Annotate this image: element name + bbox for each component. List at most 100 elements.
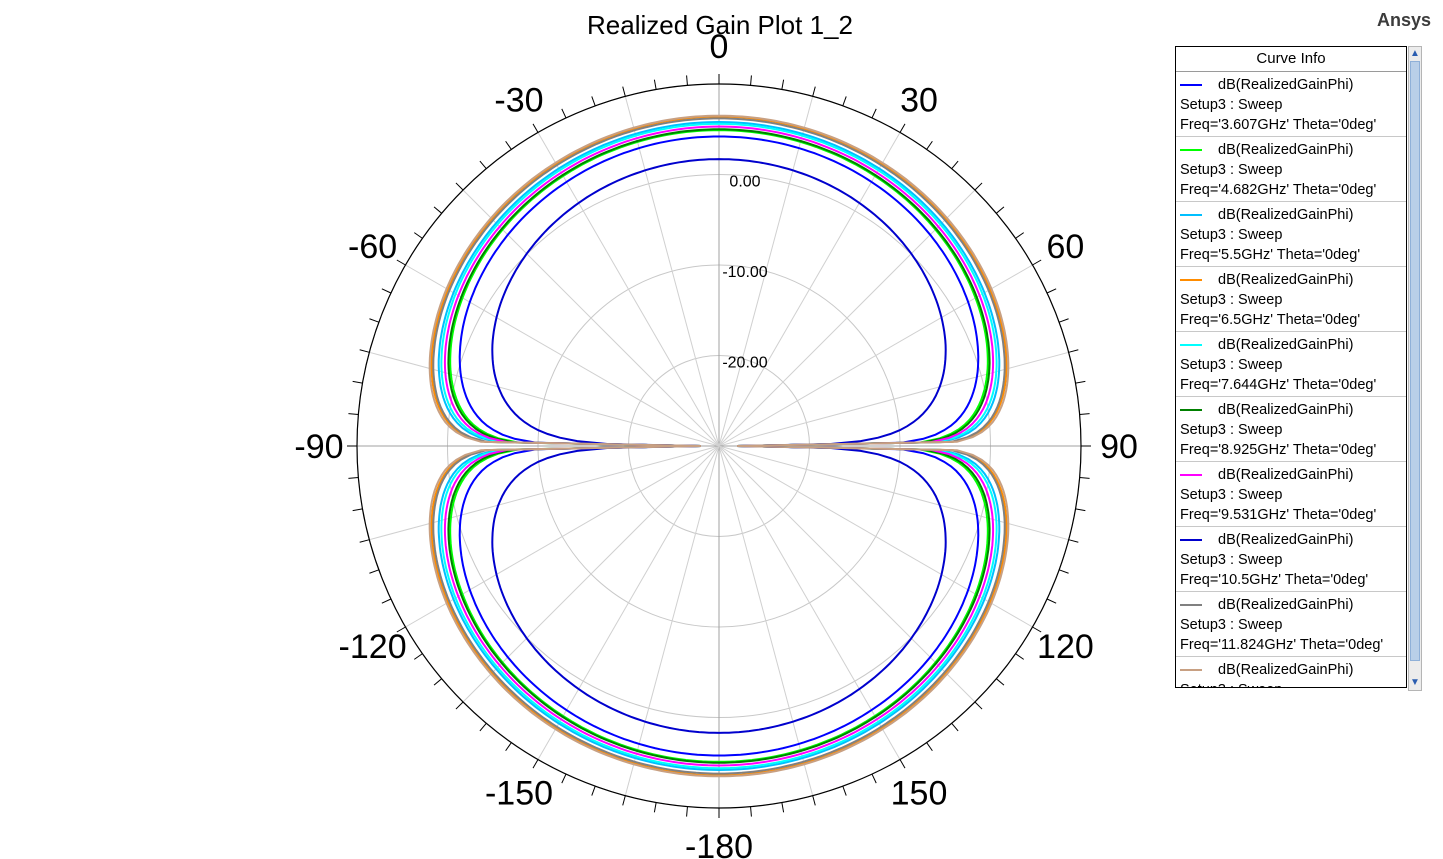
legend-setup: Setup3 : Sweep: [1180, 357, 1283, 373]
radial-label: 0.00: [729, 174, 760, 191]
axis-labels: 0 30 60 90 120 150 -180 -150 -120 -90 -60 -30 0.00 -1…: [294, 28, 1137, 859]
tick-mark: [1015, 232, 1025, 239]
angle-label: -120: [339, 628, 407, 666]
grid-spoke: [462, 445, 720, 703]
tick-mark: [381, 288, 392, 294]
legend-entry-4[interactable]: dB(RealizedGainPhi) Setup3 : Sweep Freq='6…: [1176, 267, 1406, 332]
legend-setup: Setup3 : Sweep: [1180, 97, 1283, 113]
legend-swatch: [1180, 539, 1202, 541]
legend-entry-7[interactable]: dB(RealizedGainPhi) Setup3 : Sweep Freq='9…: [1176, 462, 1406, 527]
tick-mark: [396, 626, 406, 633]
legend-entry-9[interactable]: dB(RealizedGainPhi) Setup3 : Sweep Freq='1…: [1176, 592, 1406, 657]
grid-spoke: [537, 445, 720, 760]
tick-mark: [686, 75, 688, 86]
grid-spoke: [718, 132, 901, 447]
tick-mark: [842, 785, 847, 796]
legend-title: Curve Info: [1176, 47, 1406, 72]
tick-mark: [1058, 318, 1069, 323]
chart-title: Realized Gain Plot 1_2: [587, 10, 853, 40]
tick-mark: [1058, 569, 1069, 574]
legend-series-name: dB(RealizedGainPhi): [1218, 597, 1354, 613]
tick-mark: [1075, 508, 1086, 512]
tick-mark: [974, 701, 983, 710]
tick-mark: [622, 795, 626, 806]
legend-swatch: [1180, 474, 1202, 476]
tick-mark: [1015, 653, 1025, 660]
legend-swatch: [1180, 344, 1202, 346]
legend-entry-header: dB(RealizedGainPhi): [1180, 140, 1406, 160]
tick-mark: [348, 477, 359, 479]
tick-mark: [505, 742, 512, 752]
legend-entry-8[interactable]: dB(RealizedGainPhi) Setup3 : Sweep Freq='1…: [1176, 527, 1406, 592]
tick-mark: [1079, 413, 1090, 415]
polar-chart: 0 30 60 90 120 150 -180 -150 -120 -90 -60 -30 0.00 -1…: [294, 28, 1137, 859]
tick-mark: [1046, 598, 1057, 604]
tick-mark: [951, 160, 959, 170]
radial-label: -10.00: [722, 264, 767, 281]
legend-series-name: dB(RealizedGainPhi): [1218, 272, 1354, 288]
series-curve-6: [447, 128, 991, 764]
scroll-thumb[interactable]: [1410, 61, 1420, 661]
legend-params: Freq='4.682GHz' Theta='0deg': [1180, 182, 1377, 198]
tick-mark: [369, 318, 380, 323]
grid-spoke: [718, 445, 976, 703]
grid-spoke: [405, 264, 720, 447]
tick-mark: [348, 413, 359, 415]
legend-setup: Setup3 : Sweep: [1180, 680, 1406, 687]
series-curve-9: [432, 117, 1006, 775]
angle-label: -180: [685, 828, 753, 859]
tick-mark: [413, 232, 423, 239]
legend-entry-10[interactable]: dB(RealizedGainPhi)Setup3 : SweepFreq='1…: [1176, 657, 1406, 687]
legend-entry-header: dB(RealizedGainPhi): [1180, 400, 1406, 420]
tick-mark: [995, 678, 1005, 686]
series-curve-3: [437, 120, 1001, 772]
angle-label: 120: [1037, 628, 1094, 666]
legend-setup: Setup3 : Sweep: [1180, 552, 1283, 568]
legend-params: Freq='5.5GHz' Theta='0deg': [1180, 247, 1361, 263]
scroll-down-icon[interactable]: ▼: [1410, 677, 1420, 688]
legend-scrollbar[interactable]: ▲ ▼: [1408, 46, 1422, 691]
tick-mark: [1075, 380, 1086, 384]
legend-entries: dB(RealizedGainPhi) Setup3 : Sweep Freq='3…: [1176, 72, 1406, 687]
tick-mark: [686, 806, 688, 817]
legend-entry-3[interactable]: dB(RealizedGainPhi) Setup3 : Sweep Freq='5…: [1176, 202, 1406, 267]
tick-mark: [871, 108, 877, 119]
series-curve-10: [428, 114, 1010, 778]
grid-spoke: [718, 445, 901, 760]
angle-label: -90: [294, 428, 343, 466]
legend-entry-5[interactable]: dB(RealizedGainPhi) Setup3 : Sweep Freq='7…: [1176, 332, 1406, 397]
legend-swatch: [1180, 149, 1202, 151]
tick-mark: [359, 539, 370, 543]
grid-spoke: [537, 132, 720, 447]
tick-mark: [352, 380, 363, 384]
tick-mark: [359, 349, 370, 353]
legend-entry-6[interactable]: dB(RealizedGainPhi) Setup3 : Sweep Freq='8…: [1176, 397, 1406, 462]
tick-mark: [899, 123, 906, 133]
tick-mark: [926, 140, 933, 150]
grid-spoke: [718, 445, 1069, 541]
legend-params: Freq='10.5GHz' Theta='0deg': [1180, 572, 1369, 588]
legend-swatch: [1180, 214, 1202, 216]
radial-label: -20.00: [722, 355, 767, 372]
legend-setup: Setup3 : Sweep: [1180, 162, 1283, 178]
legend-params: Freq='6.5GHz' Theta='0deg': [1180, 312, 1361, 328]
legend-setup: Setup3 : Sweep: [1180, 422, 1283, 438]
tick-mark: [561, 108, 567, 119]
legend-params: Freq='8.925GHz' Theta='0deg': [1180, 442, 1377, 458]
scroll-up-icon[interactable]: ▲: [1410, 48, 1420, 59]
legend-entry-header: dB(RealizedGainPhi): [1180, 205, 1406, 225]
series-curve-8: [491, 158, 947, 734]
legend-series-name: dB(RealizedGainPhi): [1218, 142, 1354, 158]
legend-entry-2[interactable]: dB(RealizedGainPhi) Setup3 : Sweep Freq='4…: [1176, 137, 1406, 202]
tick-mark: [396, 259, 406, 266]
grid-spoke: [718, 189, 976, 447]
grid-spoke: [369, 445, 720, 541]
legend-setup: Setup3 : Sweep: [1180, 227, 1283, 243]
tick-mark: [455, 701, 464, 710]
grid-spoke: [405, 445, 720, 628]
tick-mark: [842, 96, 847, 107]
grid-spoke: [462, 189, 720, 447]
legend-entry-1[interactable]: dB(RealizedGainPhi) Setup3 : Sweep Freq='3…: [1176, 72, 1406, 137]
curve-info-legend[interactable]: Curve Info dB(RealizedGainPhi) Setup3 : S…: [1175, 46, 1407, 688]
legend-entry-header: dB(RealizedGainPhi): [1180, 270, 1406, 290]
